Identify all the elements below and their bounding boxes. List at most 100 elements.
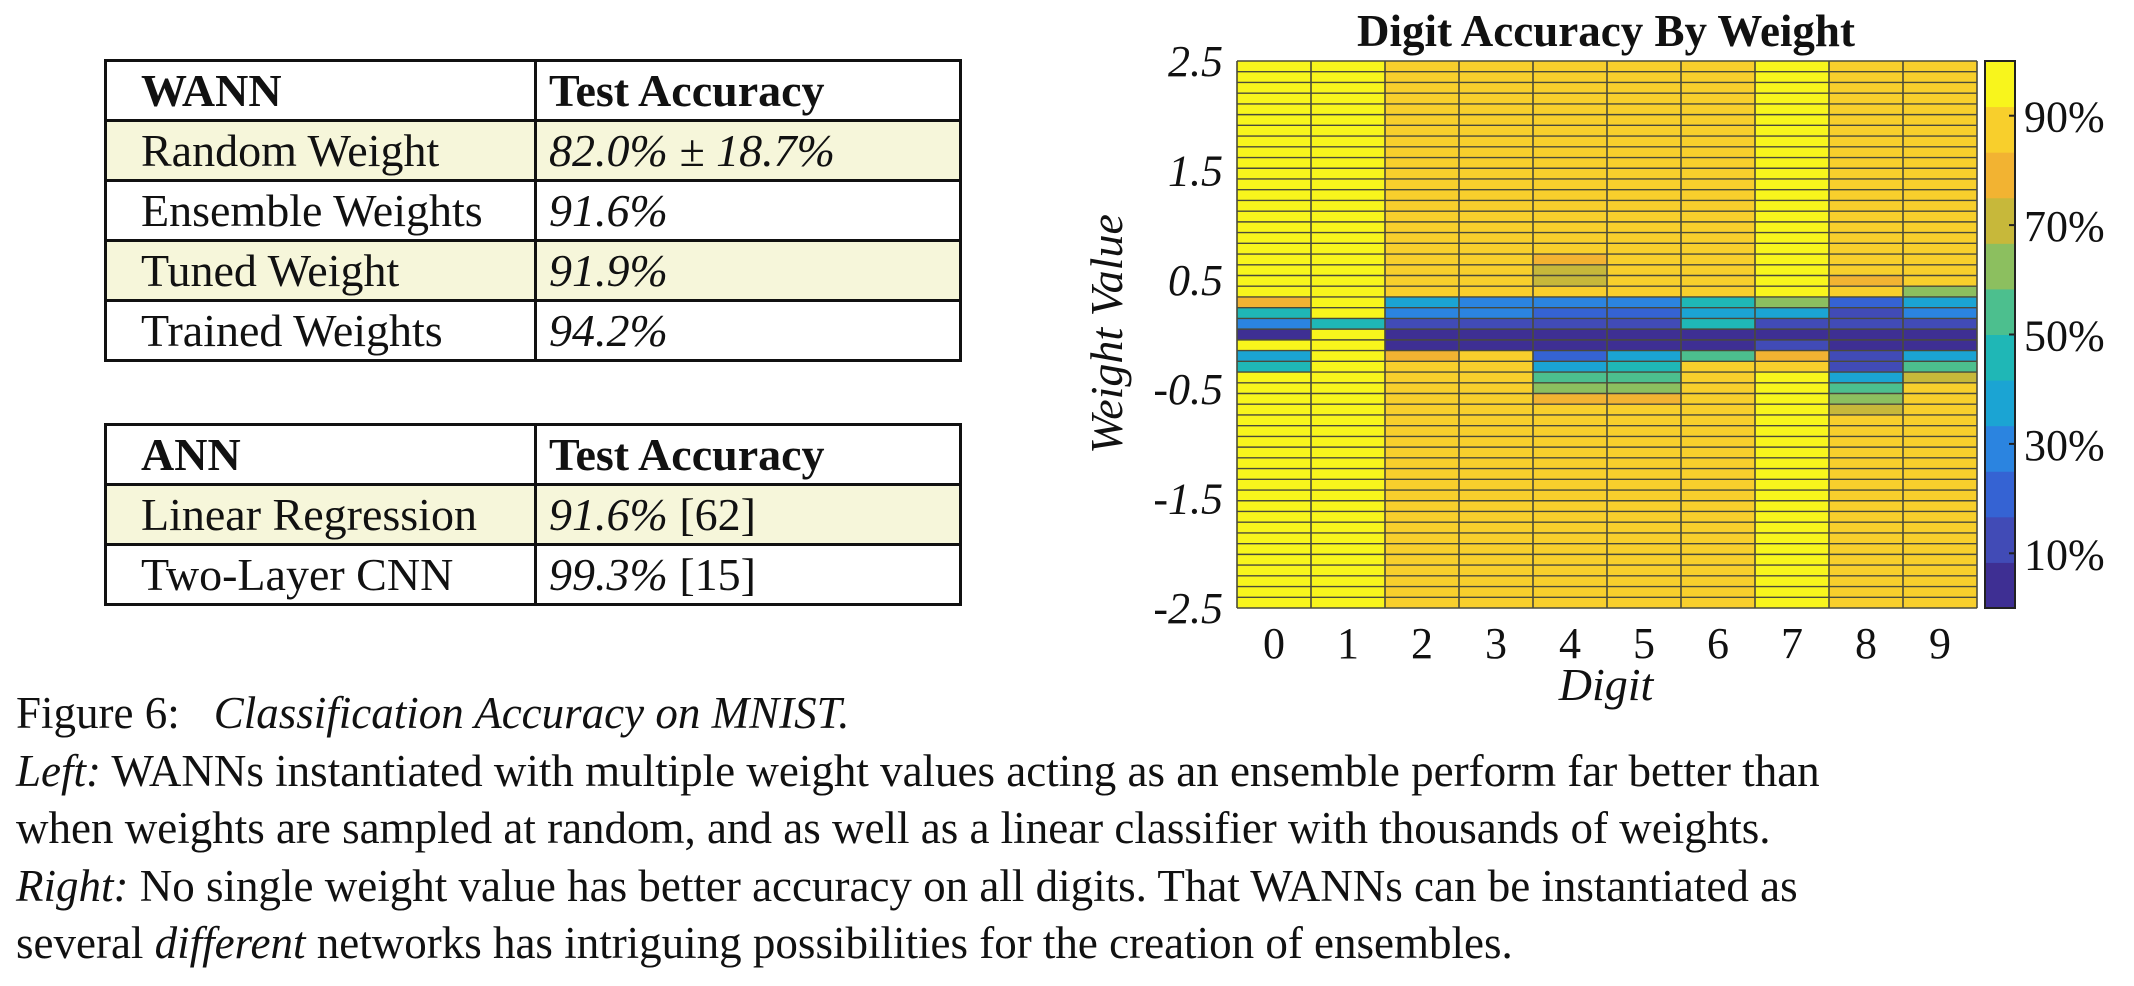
heatmap-cell — [1681, 436, 1756, 448]
heatmap-cell — [1607, 103, 1682, 116]
heatmap-cell — [1829, 221, 1904, 234]
heatmap-cell — [1385, 447, 1460, 459]
colorbar-segment — [1985, 471, 2015, 518]
colorbar-segment — [1985, 106, 2015, 153]
heatmap-cell — [1533, 554, 1608, 566]
y-tick-label: -1.5 — [1153, 475, 1223, 524]
heatmap-cell — [1311, 329, 1386, 341]
heatmap-cell — [1533, 82, 1608, 94]
heatmap-cell — [1311, 425, 1386, 437]
heatmap-cell — [1829, 189, 1904, 201]
heatmap-cell — [1311, 125, 1386, 137]
heatmap-cell — [1829, 597, 1904, 609]
heatmap-cell — [1681, 468, 1756, 480]
citation: [62] — [679, 489, 756, 540]
table-header-row: ANN Test Accuracy — [104, 423, 962, 486]
heatmap-cell — [1385, 382, 1460, 394]
heatmap-cell — [1681, 511, 1756, 523]
heatmap-cell — [1237, 189, 1312, 201]
heatmap-cell — [1533, 532, 1608, 545]
heatmap-cell — [1903, 565, 1978, 577]
heatmap-cell — [1903, 543, 1978, 555]
heatmap-cell — [1533, 61, 1608, 73]
heatmap-cell — [1681, 414, 1756, 427]
heatmap-cell — [1533, 71, 1608, 83]
heatmap-cell — [1607, 339, 1682, 352]
heatmap-cells — [1237, 61, 1978, 609]
heatmap-cell — [1681, 586, 1756, 598]
heatmap-cell — [1237, 490, 1312, 502]
heatmap-cell — [1459, 414, 1534, 427]
heatmap-cell — [1533, 114, 1608, 126]
colorbar-tick-label: 90% — [2024, 93, 2105, 142]
heatmap-cell — [1311, 339, 1386, 352]
heatmap-cell — [1903, 457, 1978, 470]
heatmap-cell — [1237, 382, 1312, 394]
heatmap-cell — [1533, 372, 1608, 384]
heatmap-cell — [1607, 361, 1682, 373]
header-cell: Test Accuracy — [534, 59, 962, 122]
heatmap-cell — [1829, 243, 1904, 255]
heatmap-cell — [1903, 350, 1978, 362]
heatmap-cell — [1755, 189, 1830, 201]
heatmap-cell — [1755, 339, 1830, 352]
heatmap-cell — [1607, 264, 1682, 277]
ann-results-table: ANN Test Accuracy Linear Regression 91.6… — [104, 423, 962, 606]
heatmap-cell — [1311, 468, 1386, 480]
accuracy-cell: 94.2% — [534, 299, 962, 362]
heatmap-cell — [1755, 136, 1830, 148]
heatmap-cell — [1533, 157, 1608, 169]
heatmap-cell — [1681, 565, 1756, 577]
heatmap-cell — [1533, 468, 1608, 480]
heatmap-cell — [1237, 575, 1312, 588]
heatmap-cell — [1237, 71, 1312, 83]
heatmap-cell — [1385, 296, 1460, 309]
heatmap-cell — [1237, 211, 1312, 223]
accuracy-value: 99.3% — [549, 549, 668, 600]
heatmap-cell — [1755, 468, 1830, 480]
method-cell: Tuned Weight — [104, 239, 537, 302]
caption-line: Right: No single weight value has better… — [16, 858, 2126, 916]
heatmap-cell — [1829, 296, 1904, 309]
heatmap-cell — [1533, 221, 1608, 234]
heatmap-cell — [1533, 329, 1608, 341]
heatmap-cell — [1607, 490, 1682, 502]
table-row: Trained Weights 94.2% — [104, 299, 962, 362]
heatmap-cell — [1237, 114, 1312, 126]
heatmap-cell — [1311, 243, 1386, 255]
heatmap-cell — [1385, 372, 1460, 384]
heatmap-cell — [1829, 414, 1904, 427]
heatmap-cell — [1385, 436, 1460, 448]
table-header-row: WANN Test Accuracy — [104, 59, 962, 122]
heatmap-cell — [1755, 361, 1830, 373]
heatmap-cell — [1459, 318, 1534, 330]
heatmap-cell — [1459, 575, 1534, 588]
heatmap-cell — [1607, 296, 1682, 309]
heatmap-cell — [1385, 125, 1460, 137]
heatmap-cell — [1459, 425, 1534, 437]
heatmap-cell — [1459, 447, 1534, 459]
table-row: Ensemble Weights 91.6% — [104, 179, 962, 242]
heatmap-cell — [1459, 382, 1534, 394]
heatmap-cell — [1311, 575, 1386, 588]
heatmap-cell — [1237, 318, 1312, 330]
heatmap-cell — [1459, 221, 1534, 234]
heatmap-cell — [1311, 189, 1386, 201]
heatmap-cell — [1903, 468, 1978, 480]
heatmap-cell — [1755, 575, 1830, 588]
caption-line: Figure 6: Classification Accuracy on MNIS… — [16, 685, 2126, 743]
heatmap-cell — [1903, 125, 1978, 137]
heatmap-cell — [1385, 554, 1460, 566]
heatmap-cell — [1607, 522, 1682, 534]
heatmap-cell — [1755, 286, 1830, 298]
heatmap-cell — [1681, 554, 1756, 566]
heatmap-cell — [1755, 532, 1830, 545]
heatmap-cell — [1755, 71, 1830, 83]
heatmap-cell — [1459, 254, 1534, 266]
heatmap-cell — [1459, 93, 1534, 105]
heatmap-cell — [1903, 522, 1978, 534]
heatmap-cell — [1385, 318, 1460, 330]
x-tick-label: 3 — [1485, 619, 1507, 668]
heatmap-cell — [1311, 71, 1386, 83]
heatmap-cell — [1903, 71, 1978, 83]
